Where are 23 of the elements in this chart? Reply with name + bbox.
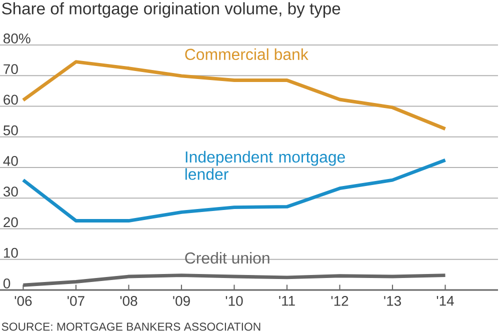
x-tick-label: '09 <box>173 296 190 306</box>
y-tick-label: 10 <box>4 248 18 258</box>
y-tick-label: 30 <box>3 186 18 197</box>
x-tick-label: '11 <box>279 296 295 306</box>
x-tick-label: '08 <box>120 296 138 306</box>
series-label: Credit union <box>185 252 270 264</box>
chart-title: Share of mortgage origination volume, by type <box>2 2 340 18</box>
x-tick-label: '06 <box>14 296 32 306</box>
y-tick-label: 80% <box>4 34 30 44</box>
x-tick-label: '10 <box>226 296 243 306</box>
x-tick-label: '14 <box>436 296 454 306</box>
series-label: Commercial bank <box>185 48 308 60</box>
y-tick-label: 0 <box>3 278 10 288</box>
x-tick-label: '13 <box>384 296 401 306</box>
y-tick-label: 50 <box>3 125 18 136</box>
y-tick-label: 40 <box>3 156 18 166</box>
x-tick-label: '07 <box>68 296 84 306</box>
y-tick-label: 60 <box>4 94 18 105</box>
x-tick-label: '12 <box>331 296 348 306</box>
source-note: SOURCE: MORTGAGE BANKERS ASSOCIATION <box>2 322 260 331</box>
y-tick-label: 20 <box>4 217 18 228</box>
series-label: Independent mortgage lender <box>185 150 345 180</box>
y-tick-label: 70 <box>4 64 18 74</box>
